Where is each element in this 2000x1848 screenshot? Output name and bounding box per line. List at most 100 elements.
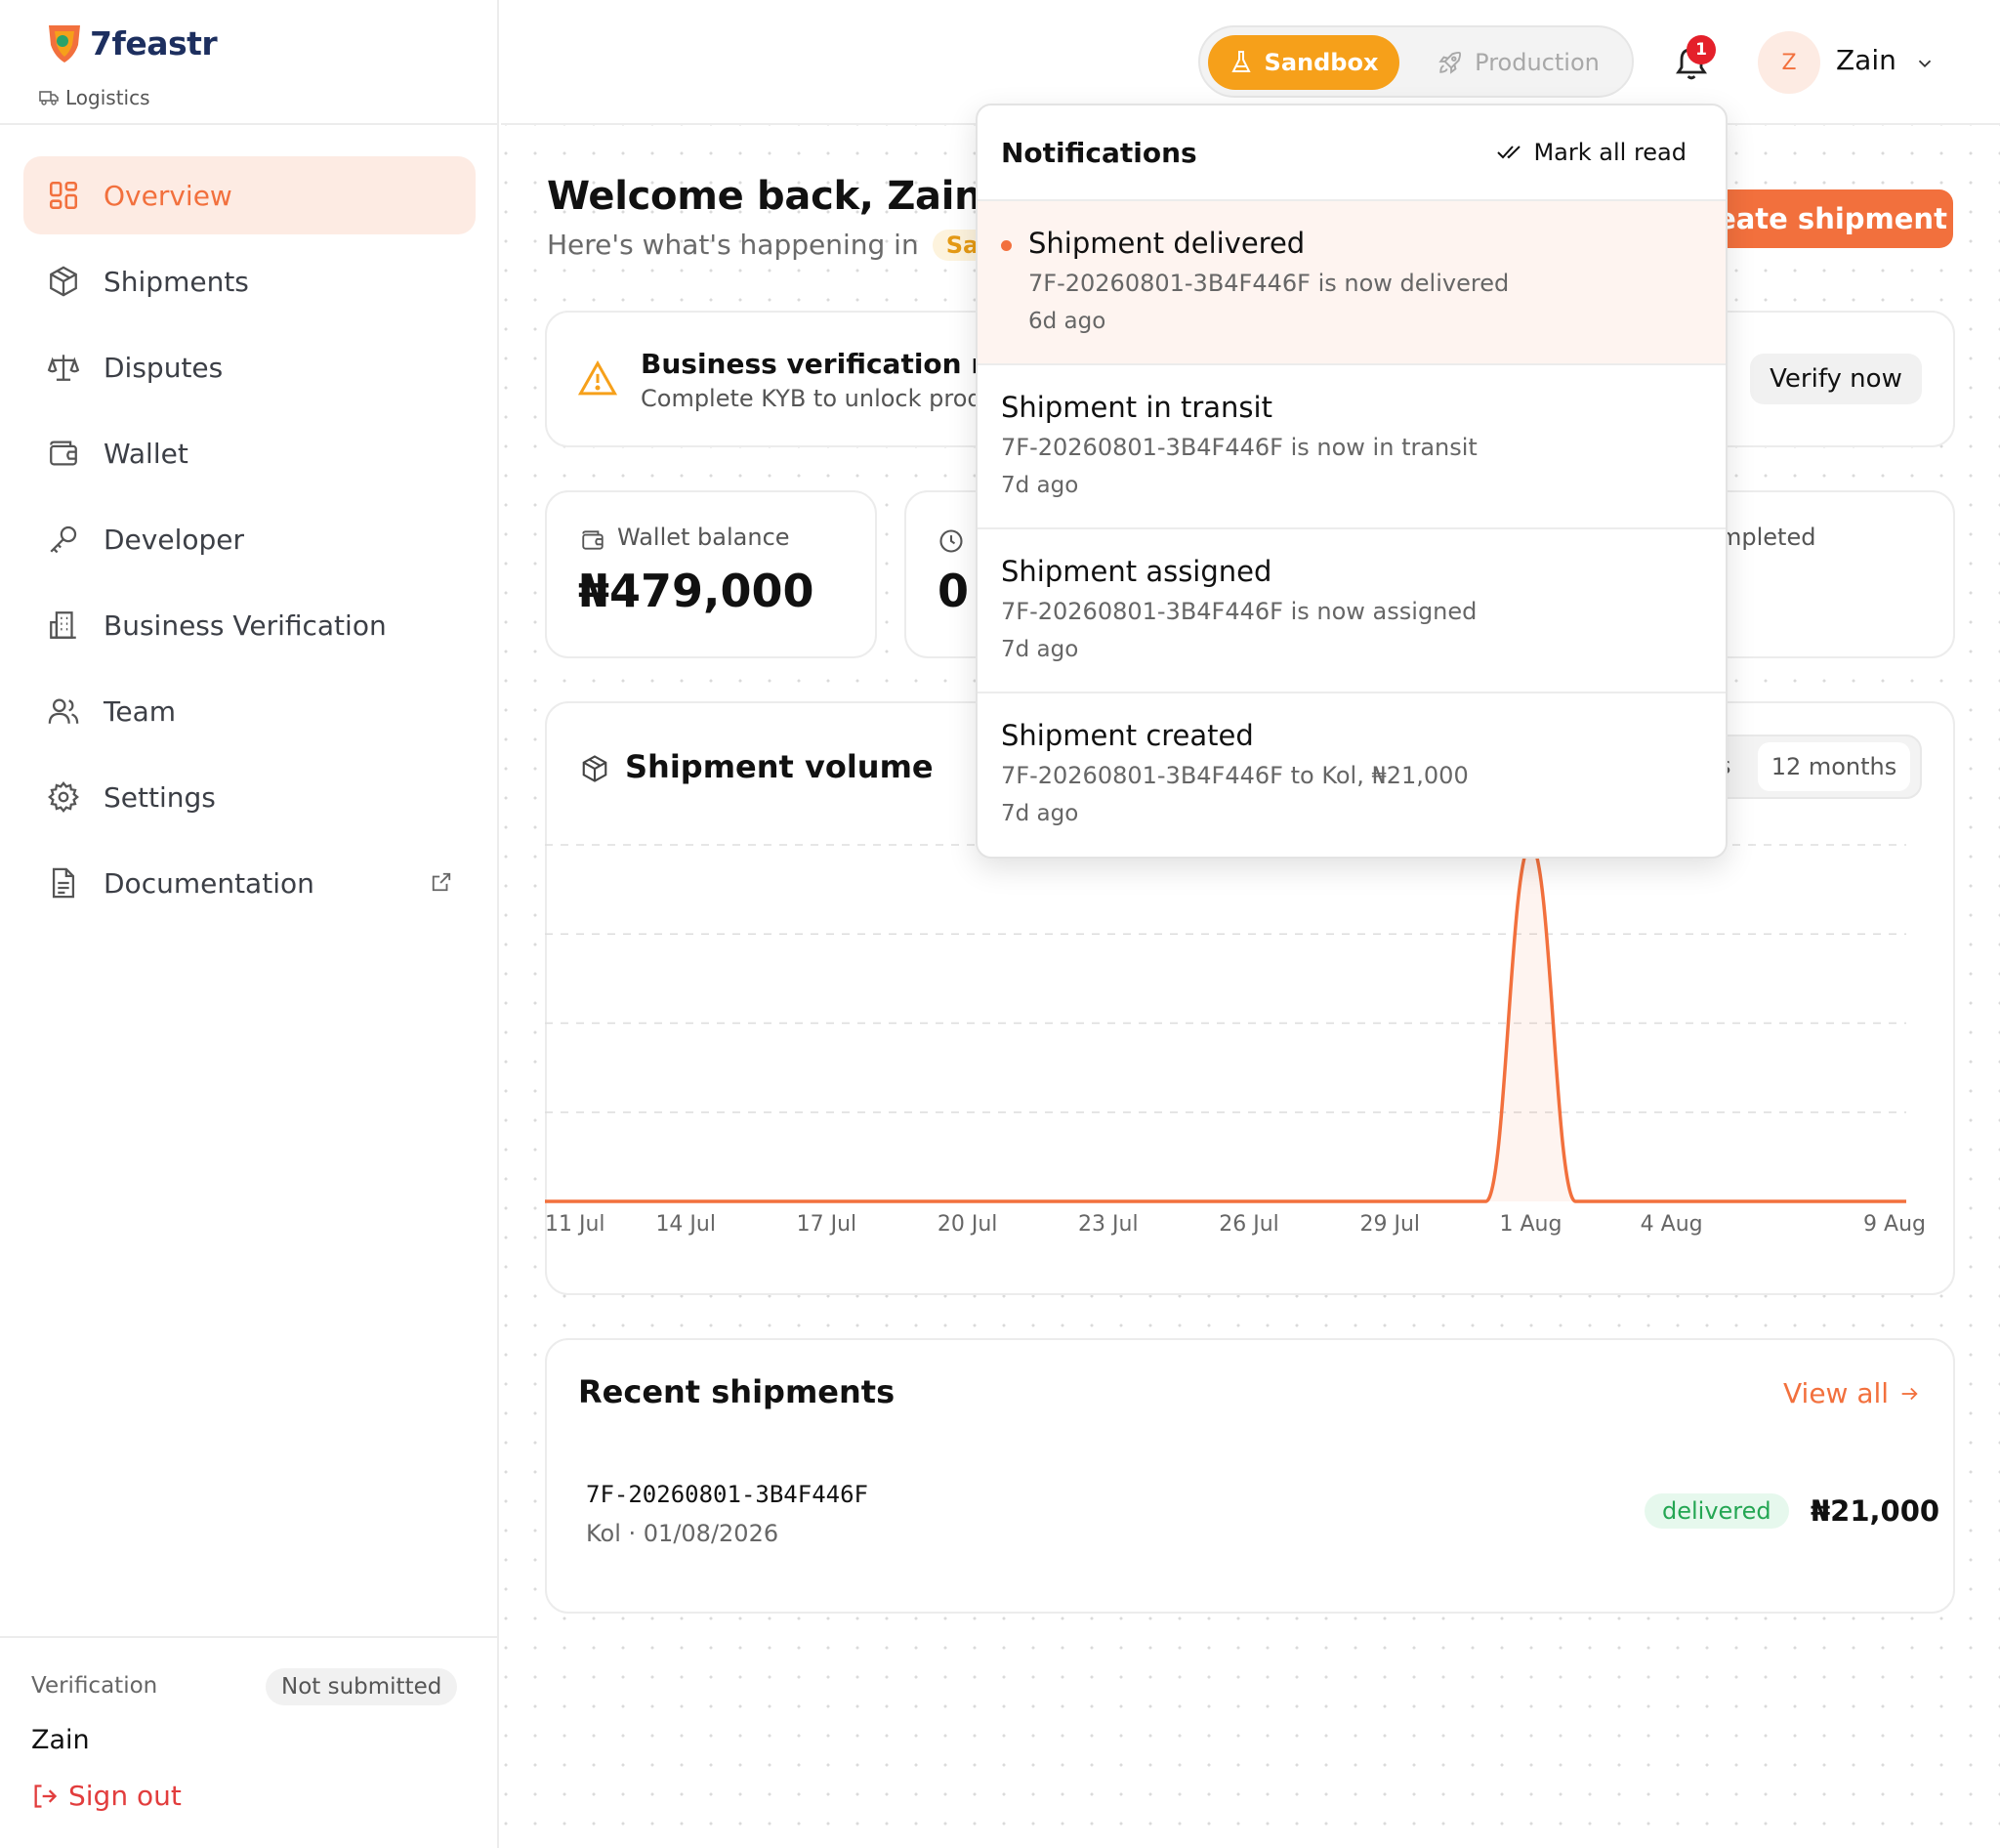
- sidebar-item-team[interactable]: Team: [23, 672, 476, 750]
- chart-x-tick-label: 14 Jul: [655, 1212, 716, 1237]
- sidebar-item-disputes[interactable]: Disputes: [23, 328, 476, 406]
- production-label: Production: [1475, 49, 1600, 76]
- chart-title: Shipment volume: [625, 748, 934, 785]
- sidebar: 7feastr Logistics Overview Shipments Dis…: [0, 0, 499, 1848]
- brand-logo[interactable]: 7feastr: [45, 21, 218, 64]
- verify-now-button[interactable]: Verify now: [1750, 354, 1922, 404]
- double-check-icon: [1497, 146, 1521, 159]
- sidebar-item-overview[interactable]: Overview: [23, 156, 476, 234]
- notification-time: 7d ago: [1001, 801, 1079, 826]
- kyb-title: Business verification req: [641, 348, 1023, 380]
- recent-shipments-card: [545, 1338, 1955, 1614]
- chart-x-tick-label: 11 Jul: [545, 1212, 605, 1237]
- verification-status-badge: Not submitted: [266, 1668, 458, 1705]
- shipment-id[interactable]: 7F-20260801-3B4F446F: [586, 1481, 868, 1508]
- chart-x-tick-label: 29 Jul: [1359, 1212, 1420, 1237]
- brand-name: 7feastr: [90, 23, 218, 63]
- shipment-volume-chart: 11 Jul 14 Jul 17 Jul 20 Jul 23 Jul 26 Jul 29 J…: [545, 843, 1926, 1237]
- wallet-icon: [580, 527, 605, 553]
- document-icon: [52, 867, 75, 899]
- box-icon: [50, 266, 77, 297]
- create-shipment-button[interactable]: eate shipment: [1711, 189, 1953, 248]
- notification-title: Shipment delivered: [1028, 227, 1306, 260]
- production-button[interactable]: Production: [1416, 35, 1621, 90]
- sidebar-item-wallet[interactable]: Wallet: [23, 414, 476, 492]
- mark-all-read-button[interactable]: Mark all read: [1496, 139, 1687, 166]
- sandbox-button[interactable]: Sandbox: [1208, 35, 1399, 90]
- notification-item[interactable]: Shipment in transit 7F-20260801-3B4F446F…: [978, 365, 1726, 529]
- chart-x-tick-label: 23 Jul: [1078, 1212, 1139, 1237]
- sign-out-label: Sign out: [68, 1780, 182, 1812]
- chart-x-tick-label: 9 Aug: [1863, 1212, 1926, 1237]
- sidebar-item-label: Settings: [104, 780, 216, 814]
- sidebar-item-settings[interactable]: Settings: [23, 758, 476, 836]
- pending-value: 0: [938, 565, 970, 617]
- view-all-link[interactable]: View all: [1783, 1377, 1920, 1409]
- avatar[interactable]: Z: [1758, 31, 1820, 94]
- truck-icon: [39, 91, 59, 105]
- sidebar-item-label: Shipments: [104, 265, 249, 298]
- sidebar-item-developer[interactable]: Developer: [23, 500, 476, 578]
- sidebar-item-label: Documentation: [104, 866, 314, 900]
- sidebar-item-label: Developer: [104, 523, 245, 556]
- chart-x-tick-label: 17 Jul: [797, 1212, 857, 1237]
- notifications-title: Notifications: [1001, 137, 1197, 169]
- notification-time: 6d ago: [1028, 309, 1106, 334]
- sidebar-item-label: Wallet: [104, 437, 188, 470]
- flask-icon: [1230, 51, 1251, 72]
- notification-item[interactable]: Shipment created 7F-20260801-3B4F446F to…: [978, 693, 1726, 857]
- notification-item[interactable]: Shipment assigned 7F-20260801-3B4F446F i…: [978, 529, 1726, 693]
- sandbox-label: Sandbox: [1264, 49, 1379, 76]
- completed-label: mpleted: [1719, 524, 1816, 551]
- sidebar-item-label: Team: [104, 694, 177, 728]
- sidebar-user-name: Zain: [31, 1725, 90, 1755]
- notification-message: 7F-20260801-3B4F446F is now delivered: [1028, 270, 1510, 297]
- logout-icon: [34, 1784, 58, 1808]
- notification-time: 7d ago: [1001, 473, 1079, 498]
- arrow-right-icon: [1901, 1387, 1918, 1400]
- warning-icon: [578, 359, 617, 397]
- unread-dot: [1001, 240, 1012, 251]
- sidebar-item-label: Business Verification: [104, 609, 387, 642]
- wallet-balance-card: [545, 490, 877, 658]
- chart-x-tick-label: 20 Jul: [938, 1212, 998, 1237]
- users-icon: [48, 698, 79, 724]
- chart-x-tick-label: 1 Aug: [1499, 1212, 1562, 1237]
- sidebar-item-shipments[interactable]: Shipments: [23, 242, 476, 320]
- kyb-text: Complete KYB to unlock prod: [641, 385, 982, 412]
- chevron-down-icon[interactable]: [1914, 53, 1936, 74]
- scale-icon: [47, 355, 80, 381]
- view-all-label: View all: [1783, 1377, 1890, 1409]
- page-title: Welcome back, Zain: [547, 174, 982, 219]
- header-user-name[interactable]: Zain: [1836, 44, 1896, 76]
- chart-x-tick-label: 4 Aug: [1641, 1212, 1703, 1237]
- verification-label: Verification: [31, 1673, 158, 1699]
- brand-subtitle: Logistics: [39, 86, 150, 109]
- range-option-12-months[interactable]: 12 months: [1758, 742, 1910, 791]
- divider: [0, 1636, 499, 1638]
- shield-logo-icon: [49, 25, 80, 63]
- building-icon: [50, 611, 76, 639]
- notification-message: 7F-20260801-3B4F446F to Kol, ₦21,000: [1001, 762, 1469, 789]
- sidebar-item-business-verification[interactable]: Business Verification: [23, 586, 476, 664]
- sign-out-button[interactable]: Sign out: [31, 1780, 182, 1812]
- chart-x-tick-label: 26 Jul: [1219, 1212, 1279, 1237]
- shipment-amount: ₦21,000: [1811, 1494, 1940, 1528]
- sidebar-item-label: Overview: [104, 179, 232, 212]
- brand-subtitle-text: Logistics: [65, 86, 150, 109]
- sidebar-item-documentation[interactable]: Documentation: [23, 844, 476, 922]
- sidebar-item-label: Disputes: [104, 351, 224, 384]
- notification-count-badge: 1: [1687, 35, 1716, 64]
- gear-icon: [48, 781, 79, 813]
- page-subtitle-text: Here's what's happening in: [547, 229, 919, 261]
- box-icon: [580, 754, 609, 783]
- rocket-icon: [1438, 51, 1462, 74]
- status-badge: delivered: [1645, 1493, 1789, 1529]
- notification-item[interactable]: Shipment delivered 7F-20260801-3B4F446F …: [978, 201, 1726, 365]
- notification-message: 7F-20260801-3B4F446F is now in transit: [1001, 434, 1478, 461]
- notification-time: 7d ago: [1001, 637, 1079, 662]
- notification-title: Shipment created: [1001, 719, 1254, 752]
- page-subtitle: Here's what's happening in Sa: [547, 229, 993, 261]
- notification-title: Shipment assigned: [1001, 555, 1272, 588]
- key-icon: [50, 525, 77, 554]
